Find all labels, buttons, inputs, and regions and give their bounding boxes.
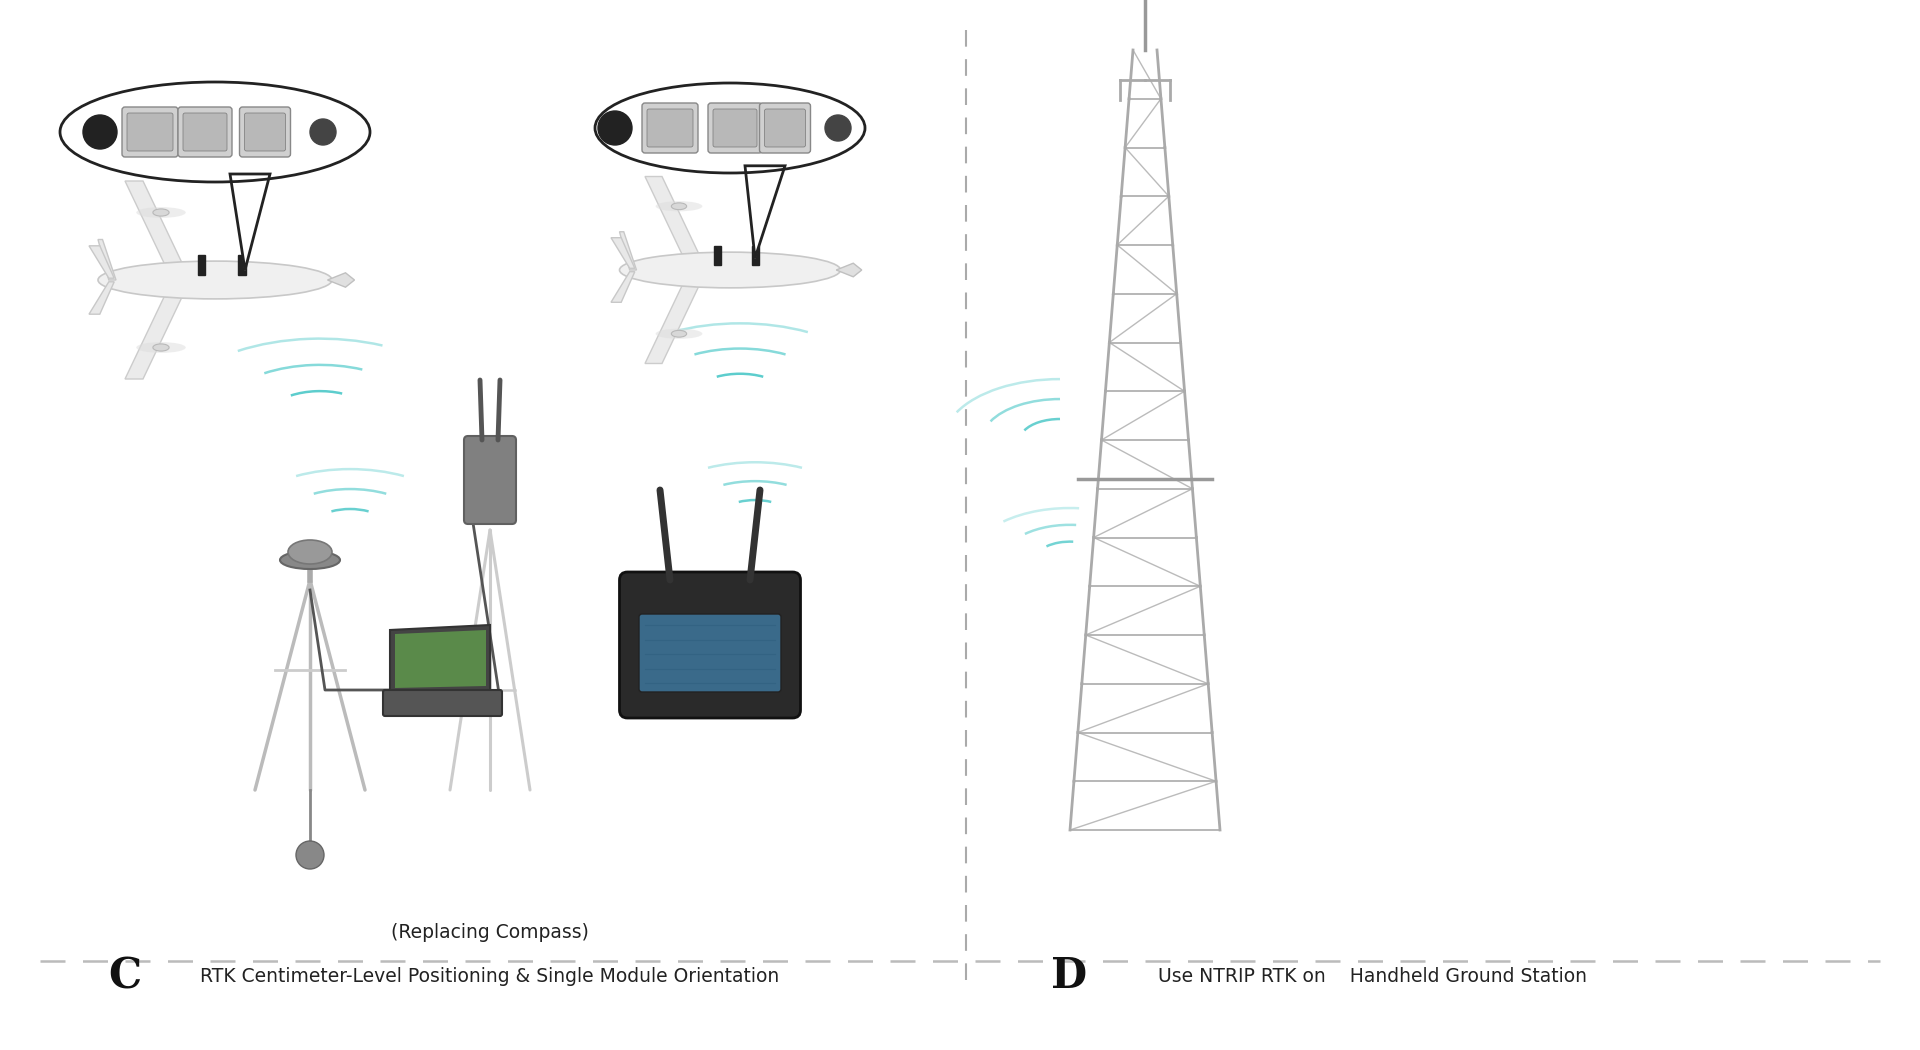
Text: Use NTRIP RTK on    Handheld Ground Station: Use NTRIP RTK on Handheld Ground Station: [1158, 967, 1588, 986]
Bar: [198, 255, 205, 275]
FancyBboxPatch shape: [182, 113, 227, 151]
FancyBboxPatch shape: [179, 107, 232, 158]
FancyBboxPatch shape: [708, 103, 762, 153]
Ellipse shape: [154, 344, 169, 351]
Text: C: C: [108, 956, 142, 997]
Polygon shape: [125, 181, 188, 275]
Polygon shape: [390, 625, 490, 692]
Text: (Replacing Compass): (Replacing Compass): [390, 923, 589, 942]
Polygon shape: [328, 273, 355, 288]
Polygon shape: [611, 272, 636, 302]
Ellipse shape: [136, 207, 186, 218]
Circle shape: [597, 111, 632, 145]
FancyBboxPatch shape: [760, 103, 810, 153]
FancyBboxPatch shape: [123, 107, 179, 158]
Circle shape: [826, 116, 851, 141]
Ellipse shape: [60, 82, 371, 182]
Polygon shape: [611, 237, 636, 269]
Circle shape: [296, 841, 324, 869]
Ellipse shape: [136, 342, 186, 353]
Ellipse shape: [672, 203, 687, 210]
Bar: [714, 246, 720, 265]
Ellipse shape: [288, 540, 332, 564]
FancyBboxPatch shape: [764, 109, 806, 147]
Polygon shape: [620, 232, 637, 270]
Polygon shape: [88, 281, 113, 314]
Polygon shape: [125, 285, 188, 379]
FancyBboxPatch shape: [244, 113, 286, 151]
FancyBboxPatch shape: [240, 107, 290, 158]
Bar: [753, 246, 758, 265]
FancyBboxPatch shape: [127, 113, 173, 151]
Polygon shape: [745, 166, 785, 258]
FancyBboxPatch shape: [382, 690, 501, 716]
Ellipse shape: [98, 261, 332, 299]
Polygon shape: [645, 274, 705, 363]
Polygon shape: [230, 174, 271, 270]
Ellipse shape: [655, 202, 703, 211]
FancyBboxPatch shape: [641, 103, 699, 153]
Ellipse shape: [655, 329, 703, 339]
Polygon shape: [396, 630, 486, 688]
Ellipse shape: [628, 645, 653, 685]
FancyBboxPatch shape: [712, 109, 756, 147]
Polygon shape: [98, 239, 115, 280]
Text: RTK Centimeter-Level Positioning & Single Module Orientation: RTK Centimeter-Level Positioning & Singl…: [200, 967, 780, 986]
FancyBboxPatch shape: [647, 109, 693, 147]
Circle shape: [309, 119, 336, 145]
Ellipse shape: [768, 645, 793, 685]
Ellipse shape: [672, 331, 687, 337]
Ellipse shape: [280, 551, 340, 569]
FancyBboxPatch shape: [639, 614, 781, 692]
Circle shape: [83, 116, 117, 149]
Bar: [238, 255, 246, 275]
FancyBboxPatch shape: [465, 436, 516, 524]
Text: D: D: [1052, 956, 1087, 997]
Polygon shape: [88, 246, 113, 278]
FancyBboxPatch shape: [620, 572, 801, 718]
Ellipse shape: [620, 252, 841, 288]
Polygon shape: [837, 264, 862, 277]
Polygon shape: [645, 176, 705, 266]
Ellipse shape: [595, 83, 866, 173]
Ellipse shape: [154, 209, 169, 216]
